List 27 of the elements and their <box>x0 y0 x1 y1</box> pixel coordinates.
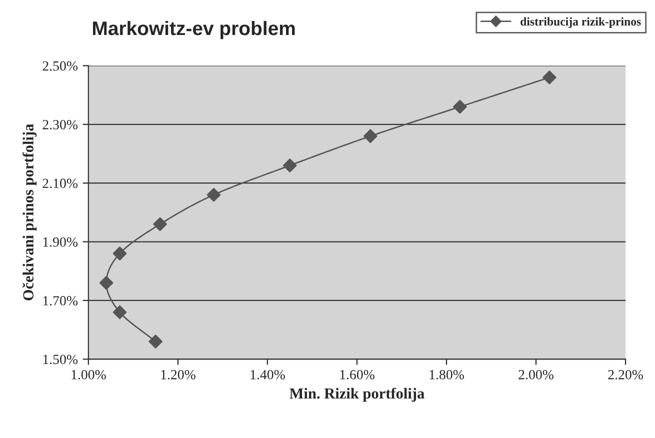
y-tick-label: 2.50% <box>42 61 78 71</box>
x-tick-label: 1.00% <box>72 370 106 380</box>
x-tick-label: 1.20% <box>161 370 196 380</box>
x-tick-label: 1.60% <box>340 370 374 380</box>
y-tick-label: 1.70% <box>43 296 78 306</box>
y-axis-title: Očekivani prinos portfolija <box>22 124 37 300</box>
point <box>112 246 127 260</box>
y-tick-label: 2.30% <box>42 120 78 130</box>
point <box>148 334 162 348</box>
point <box>453 100 467 114</box>
point <box>112 305 127 320</box>
y-tick-label: 1.50% <box>43 354 78 364</box>
point <box>282 158 297 172</box>
point <box>363 129 378 144</box>
y-tick-label: 2.10% <box>42 178 78 188</box>
x-axis-title: Min. Rizik portfolija <box>290 388 424 402</box>
chart-title: Markowitz-ev problem <box>93 20 295 40</box>
point <box>153 217 167 232</box>
legend-label: distribucija rizik-prinos <box>520 17 641 28</box>
x-tick-label: 2.20% <box>608 370 643 380</box>
point <box>99 276 114 290</box>
x-tick-label: 2.00% <box>518 370 554 380</box>
x-tick-label: 1.80% <box>430 370 464 380</box>
point <box>542 70 556 84</box>
x-tick-label: 1.40% <box>250 370 285 380</box>
y-tick-label: 1.90% <box>43 237 78 247</box>
point <box>206 188 221 202</box>
